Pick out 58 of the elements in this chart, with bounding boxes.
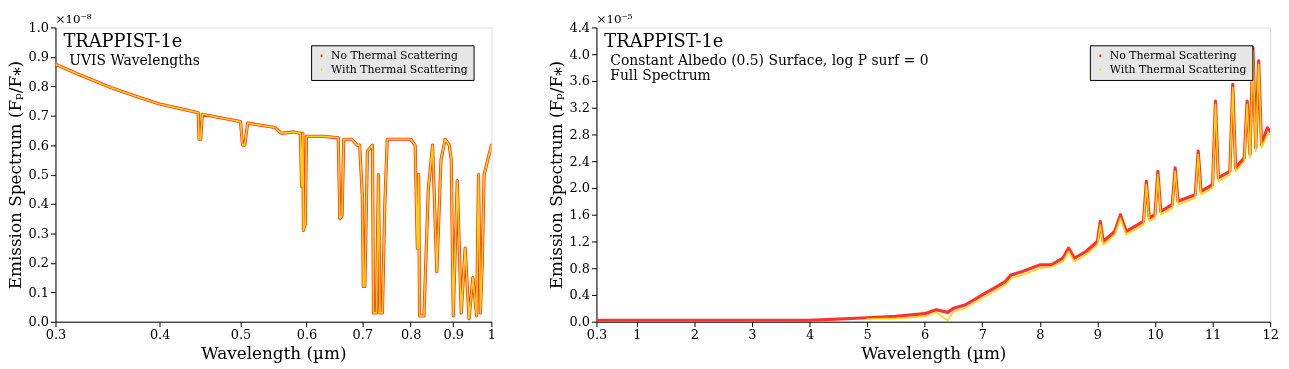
y-tick-label: 0.9 <box>28 49 50 65</box>
x-tick-label: 7 <box>978 327 987 343</box>
x-tick-label: 1 <box>487 327 497 343</box>
x-tick-label: 0.5 <box>230 327 252 343</box>
text: ×10⁻⁸ <box>55 11 92 26</box>
y-tick-label: 0.3 <box>28 225 50 241</box>
legend-label: With Thermal Scattering <box>330 62 468 76</box>
x-tick-label: 0.3 <box>45 327 67 343</box>
y-tick-label: 3.6 <box>569 73 591 89</box>
x-tick-label: 9 <box>1093 327 1103 343</box>
text: Constant Albedo (0.5) Surface, log P surf = 0 Full Spectrum <box>610 52 929 83</box>
y-axis-title: Emission Spectrum (Fₚ/F⁎) <box>4 60 25 290</box>
x-tick-label: 5 <box>863 327 872 343</box>
text: ×10⁻⁵ <box>596 11 633 26</box>
x-axis-title: Wavelength (µm) <box>201 342 347 363</box>
y-tick-label: 0.8 <box>569 260 591 276</box>
y-tick-label: 0.0 <box>569 314 591 330</box>
x-tick-label: 4 <box>805 327 815 343</box>
x-tick-label: 6 <box>921 327 930 343</box>
chart-title: TRAPPIST-1e <box>63 30 183 52</box>
x-tick-label: 12 <box>1262 327 1279 343</box>
x-tick-label: 0.7 <box>352 327 374 343</box>
x-tick-label: 2 <box>690 327 699 343</box>
y-tick-label: 4.0 <box>569 46 591 62</box>
x-axis-title: Wavelength (µm) <box>861 342 1007 363</box>
y-tick-label: 2.8 <box>569 126 591 142</box>
y-tick-label: 0.0 <box>28 314 50 330</box>
x-tick-label: 0.4 <box>149 327 171 343</box>
y-tick-label: 1.2 <box>569 233 591 249</box>
y-tick-label: 0.7 <box>28 108 50 124</box>
x-tick-label: 0.8 <box>400 327 422 343</box>
legend-label: With Thermal Scattering <box>1109 62 1247 76</box>
y-tick-label: 2.0 <box>569 180 591 196</box>
x-tick-label: 10 <box>1147 327 1164 343</box>
x-tick-label: 3 <box>748 327 757 343</box>
y-tick-label: 0.2 <box>28 255 50 271</box>
text: UVIS Wavelengths <box>69 52 200 69</box>
x-tick-label: 11 <box>1204 327 1222 343</box>
y-tick-label: 1.6 <box>569 207 591 223</box>
y-axis-title: Emission Spectrum (Fₚ/F⁎) <box>545 60 566 290</box>
y-tick-label: 2.4 <box>569 153 591 169</box>
y-tick-label: 0.1 <box>28 284 50 300</box>
y-tick-label: 0.6 <box>28 137 50 153</box>
y-tick-label: 0.8 <box>28 78 50 94</box>
y-tick-label: 4.4 <box>569 19 591 35</box>
x-tick-label: 0.3 <box>586 327 608 343</box>
y-tick-label: 0.5 <box>28 167 50 183</box>
x-tick-label: 0.6 <box>296 327 318 343</box>
x-tick-label: 8 <box>1036 327 1045 343</box>
y-tick-label: 0.4 <box>569 287 591 303</box>
chart-title: TRAPPIST-1e <box>604 30 724 52</box>
legend-label: No Thermal Scattering <box>1109 48 1237 62</box>
x-tick-label: 1 <box>633 327 642 343</box>
y-tick-label: 0.4 <box>28 196 50 212</box>
y-tick-label: 3.2 <box>569 100 591 116</box>
y-tick-label: 1.0 <box>28 19 50 35</box>
legend-label: No Thermal Scattering <box>330 48 458 62</box>
x-tick-label: 0.9 <box>443 327 465 343</box>
